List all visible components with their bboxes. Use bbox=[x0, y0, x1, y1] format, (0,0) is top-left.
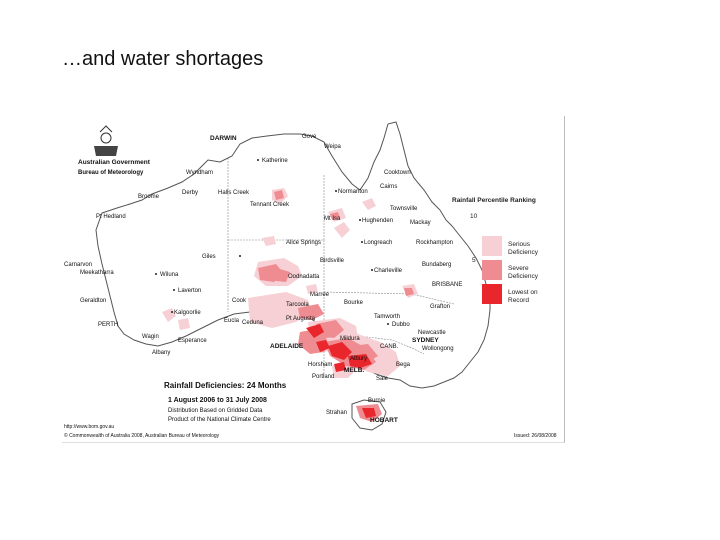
place-ceduna: Ceduna bbox=[242, 320, 264, 326]
place-portland: Portland bbox=[312, 374, 334, 380]
place-perth: PERTH bbox=[98, 322, 118, 328]
place-strahan: Strahan bbox=[326, 410, 347, 416]
place-pt-augusta: Pt Augusta bbox=[286, 316, 316, 322]
footer-issued: Issued: 26/08/2008 bbox=[514, 433, 557, 439]
map-caption: Rainfall Deficiencies: 24 Months 1 Augus… bbox=[164, 381, 287, 423]
place-albany: Albany bbox=[152, 350, 170, 356]
place-broome: Broome bbox=[138, 194, 160, 200]
place-geraldton: Geraldton bbox=[80, 298, 106, 304]
legend-title: Rainfall Percentile Ranking bbox=[452, 197, 536, 204]
place-birdsville: Birdsville bbox=[320, 258, 345, 264]
place-horsham: Horsham bbox=[308, 362, 332, 368]
place-brisbane: BRISBANE bbox=[432, 282, 462, 288]
place-hughenden: Hughenden bbox=[362, 218, 393, 224]
legend-swatch-lowest bbox=[482, 284, 502, 304]
caption-product: Product of the National Climate Centre bbox=[168, 417, 271, 423]
place-sydney: SYDNEY bbox=[412, 337, 439, 344]
place-grafton: Grafton bbox=[430, 304, 450, 310]
legend-label-serious-1: Serious bbox=[508, 241, 531, 248]
place-tarcoola: Tarcoola bbox=[286, 302, 309, 308]
map-canvas: Australian Government Bureau of Meteorol… bbox=[64, 121, 557, 439]
place-mackay: Mackay bbox=[410, 220, 431, 226]
place-oodnadatta: Oodnadatta bbox=[288, 274, 320, 280]
footer-copyright: © Commonwealth of Australia 2008, Austra… bbox=[64, 432, 220, 439]
footer-url: http://www.bom.gov.au bbox=[64, 424, 114, 430]
place-sale: Sale bbox=[376, 376, 389, 382]
place-katherine: Katherine bbox=[262, 158, 288, 164]
place-marree: Marree bbox=[310, 292, 330, 298]
legend: Rainfall Percentile Ranking 10 5 Serious… bbox=[452, 197, 539, 304]
place-wagin: Wagin bbox=[142, 334, 159, 340]
place-wiluna: Wiluna bbox=[160, 272, 179, 278]
place-mt-isa: Mt Isa bbox=[324, 216, 341, 222]
place-port-hedland: Pt Hedland bbox=[96, 214, 126, 220]
place-burnie: Burnie bbox=[368, 398, 386, 404]
lowest-on-record-regions bbox=[306, 324, 376, 418]
agency-bureau: Bureau of Meteorology bbox=[78, 170, 144, 176]
place-tennant-creek: Tennant Creek bbox=[250, 202, 290, 208]
legend-swatch-serious bbox=[482, 236, 502, 256]
place-wyndham: Wyndham bbox=[186, 170, 213, 176]
place-alice-springs: Alice Springs bbox=[286, 240, 321, 246]
place-cook: Cook bbox=[232, 298, 247, 304]
place-darwin: DARWIN bbox=[210, 135, 237, 142]
place-tamworth: Tamworth bbox=[374, 314, 400, 320]
legend-label-lowest-1: Lowest on bbox=[508, 289, 538, 296]
place-hobart: HOBART bbox=[370, 417, 398, 424]
place-dubbo: Dubbo bbox=[392, 322, 410, 328]
place-eucla: Eucla bbox=[224, 318, 240, 324]
legend-label-serious-2: Deficiency bbox=[508, 249, 539, 256]
place-labels: DARWIN Gove Weipa Katherine Wyndham Cook… bbox=[64, 134, 462, 424]
place-albury: Albury bbox=[350, 356, 367, 362]
place-cooktown: Cooktown bbox=[384, 170, 411, 176]
place-weipa: Weipa bbox=[324, 144, 342, 150]
legend-tick-10: 10 bbox=[470, 213, 478, 220]
slide-title: …and water shortages bbox=[62, 48, 264, 70]
place-meekatharra: Meekatharra bbox=[80, 270, 114, 276]
place-wollongong: Wollongong bbox=[422, 346, 454, 352]
legend-tick-5: 5 bbox=[472, 257, 476, 264]
government-crest-icon bbox=[94, 125, 118, 156]
place-adelaide: ADELAIDE bbox=[270, 343, 304, 350]
place-cairns: Cairns bbox=[380, 184, 397, 190]
place-normanton: Normanton bbox=[338, 189, 368, 195]
place-gove: Gove bbox=[302, 134, 317, 140]
place-newcastle: Newcastle bbox=[418, 330, 446, 336]
place-halls-creek: Halls Creek bbox=[218, 190, 250, 196]
place-bega: Bega bbox=[396, 362, 411, 368]
caption-title: Rainfall Deficiencies: 24 Months bbox=[164, 381, 287, 390]
place-giles: Giles bbox=[202, 254, 216, 260]
place-laverton: Laverton bbox=[178, 288, 201, 294]
place-canberra: CANB. bbox=[380, 344, 399, 350]
caption-method: Distribution Based on Gridded Data bbox=[168, 408, 263, 414]
place-mildura: Mildura bbox=[340, 336, 360, 342]
place-bourke: Bourke bbox=[344, 300, 364, 306]
legend-swatch-severe bbox=[482, 260, 502, 280]
place-carnarvon: Carnarvon bbox=[64, 262, 92, 268]
agency-name: Australian Government bbox=[78, 159, 151, 166]
place-derby: Derby bbox=[182, 190, 198, 196]
place-esperance: Esperance bbox=[178, 338, 207, 344]
place-rockhampton: Rockhampton bbox=[416, 240, 453, 246]
legend-label-severe-1: Severe bbox=[508, 265, 529, 272]
place-melbourne: MELB. bbox=[344, 367, 364, 374]
place-townsville: Townsville bbox=[390, 206, 418, 212]
place-kalgoorlie: Kalgoorlie bbox=[174, 310, 201, 316]
legend-label-severe-2: Deficiency bbox=[508, 273, 539, 280]
legend-label-lowest-2: Record bbox=[508, 297, 529, 304]
place-charleville: Charleville bbox=[374, 268, 403, 274]
place-bundaberg: Bundaberg bbox=[422, 262, 451, 268]
place-longreach: Longreach bbox=[364, 240, 392, 246]
caption-period: 1 August 2006 to 31 July 2008 bbox=[168, 397, 267, 404]
rainfall-deficiency-map: Australian Government Bureau of Meteorol… bbox=[62, 116, 565, 443]
